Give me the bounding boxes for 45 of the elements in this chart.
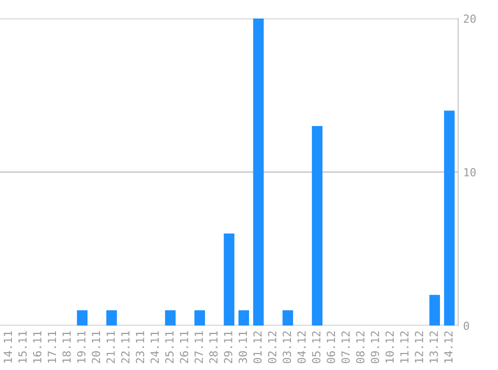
x-tick-label: 07.12 <box>341 331 350 364</box>
y-tick-label: 20 <box>464 14 476 23</box>
x-tick-label: 24.11 <box>150 331 159 364</box>
x-tick-label: 25.11 <box>165 331 174 364</box>
bar <box>253 18 264 326</box>
x-tick-label: 15.11 <box>18 331 27 363</box>
x-tick-label: 28.11 <box>209 331 218 364</box>
y-tick-label: 10 <box>464 168 476 176</box>
x-tick-label: 21.11 <box>106 331 115 364</box>
x-tick-label: 14.12 <box>444 331 452 363</box>
x-tick-label: 17.11 <box>48 331 56 363</box>
x-tick-label: 18.11 <box>62 331 71 363</box>
x-tick-label: 19.11 <box>77 331 86 363</box>
bar <box>238 310 250 326</box>
x-tick-label: 04.12 <box>297 331 306 364</box>
bar <box>444 110 455 326</box>
bar <box>106 310 117 326</box>
bar <box>429 294 440 326</box>
bar <box>165 310 176 326</box>
bar <box>282 310 294 326</box>
x-tick-label: 02.12 <box>268 331 276 364</box>
x-tick-label: 12.12 <box>414 331 424 363</box>
x-tick-label: 03.12 <box>282 331 292 364</box>
x-tick-label: 06.12 <box>326 331 336 364</box>
x-tick-label: 29.11 <box>224 331 232 364</box>
x-tick-label: 26.11 <box>180 331 188 364</box>
x-tick-label: 23.11 <box>136 331 144 364</box>
bar <box>224 233 234 326</box>
x-tick-label: 30.11 <box>238 331 248 364</box>
bar <box>312 126 322 326</box>
y-tick-label: 0 <box>464 322 469 330</box>
x-tick-label: 14.11 <box>4 331 12 363</box>
x-tick-label: 11.12 <box>400 331 408 363</box>
bar <box>76 310 88 326</box>
x-tick-label: 22.11 <box>121 331 130 364</box>
x-tick-label: 05.12 <box>312 331 320 364</box>
bar <box>194 310 205 326</box>
x-tick-label: 16.11 <box>33 331 42 363</box>
x-tick-label: 01.12 <box>253 331 262 364</box>
x-tick-label: 08.12 <box>356 331 364 364</box>
x-tick-label: 10.12 <box>385 331 394 363</box>
x-tick-label: 20.11 <box>92 331 100 364</box>
x-tick-label: 27.11 <box>194 331 203 364</box>
x-tick-label: 09.12 <box>370 331 380 364</box>
x-tick-label: 13.12 <box>430 331 438 363</box>
